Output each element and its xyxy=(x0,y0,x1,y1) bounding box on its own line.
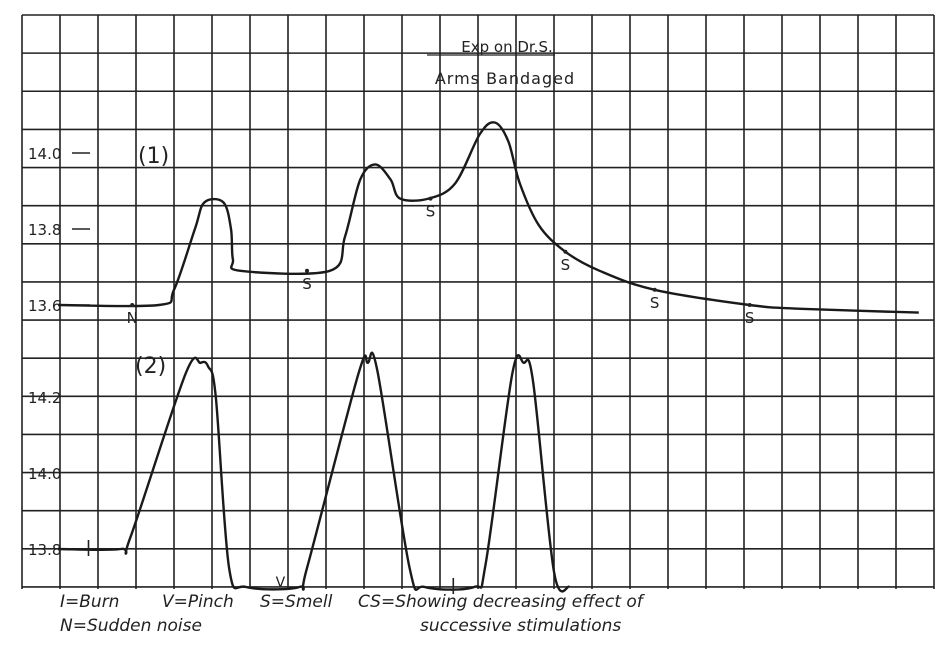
series-1-label: (1) xyxy=(138,144,169,169)
y-tick-label: 13.8 xyxy=(28,221,61,239)
y-tick-label: 13.8 xyxy=(28,541,61,559)
marker-smell: S xyxy=(561,256,571,274)
legend-cs-cont: successive stimulations xyxy=(420,616,622,636)
y-tick-label: 14.0 xyxy=(28,465,61,483)
series-2-label: (2) xyxy=(135,354,166,379)
grid xyxy=(21,14,935,589)
chart-subtitle: Arms Bandaged xyxy=(435,69,575,88)
series-2-line xyxy=(58,351,571,593)
marker-noise: N xyxy=(127,309,138,327)
marker-dot xyxy=(563,249,568,254)
marker-dot xyxy=(747,303,752,307)
y-tick-label: 13.6 xyxy=(28,297,61,315)
legend-cs: CS=Showing decreasing effect of xyxy=(358,592,643,612)
series-1-line xyxy=(58,121,919,314)
marker-smell: S xyxy=(302,275,312,293)
y-tick-label: 14.0 xyxy=(28,145,61,163)
marker-dot xyxy=(305,268,309,273)
legend-smell: S=Smell xyxy=(260,592,333,612)
marker-smell: S xyxy=(426,203,436,221)
legend-burn: I=Burn xyxy=(60,592,120,612)
marker-smell: S xyxy=(650,294,660,312)
legend-noise: N=Sudden noise xyxy=(60,616,202,636)
y-tick-label: 14.2 xyxy=(28,389,61,407)
marker-pinch: V xyxy=(276,575,286,591)
marker-dot xyxy=(130,303,135,307)
marker-dot xyxy=(652,287,657,292)
legend-pinch: V=Pinch xyxy=(162,592,234,612)
chart-title: Exp on Dr.S. xyxy=(461,38,553,56)
marker-smell: S xyxy=(745,309,755,327)
marker-dot xyxy=(428,196,433,201)
